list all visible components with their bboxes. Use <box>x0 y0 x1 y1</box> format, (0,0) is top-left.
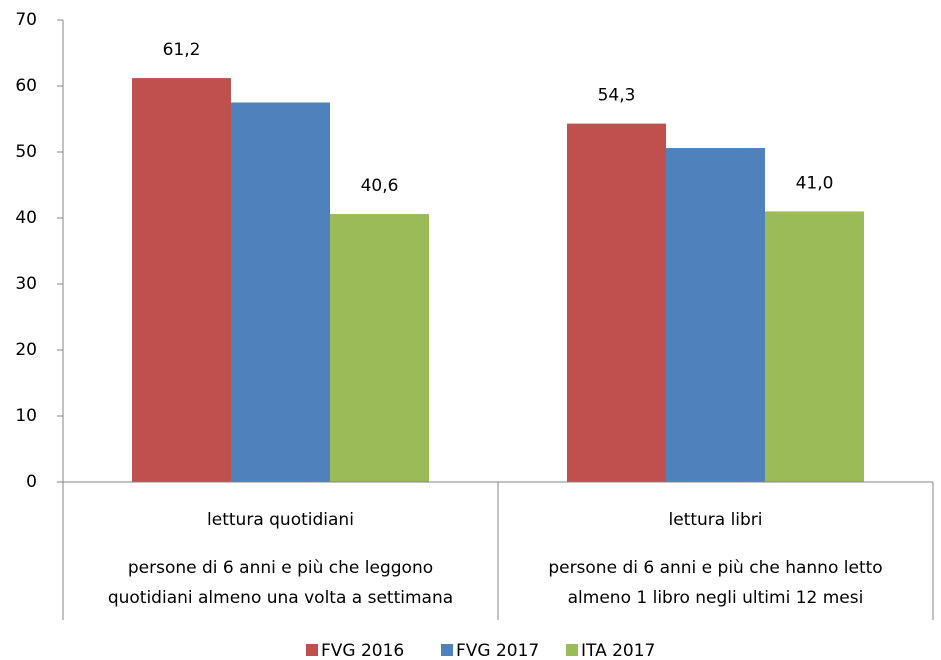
category-note: quotidiani almeno una volta a settimana <box>108 588 453 608</box>
value-label: 54,3 <box>598 86 636 106</box>
category-note: persone di 6 anni e più che leggono <box>128 558 433 578</box>
value-label: 61,2 <box>163 40 201 60</box>
bar <box>132 78 231 482</box>
legend-label: FVG 2016 <box>321 641 404 660</box>
y-tick-label: 20 <box>15 340 37 360</box>
legend-swatch <box>306 644 318 656</box>
bar <box>330 214 429 483</box>
y-tick-label: 10 <box>15 406 37 426</box>
legend-swatch <box>441 644 453 656</box>
y-tick-label: 50 <box>15 142 37 162</box>
x-tick-label: lettura libri <box>668 510 762 530</box>
y-tick-label: 60 <box>15 76 37 96</box>
bar <box>765 211 864 482</box>
x-tick-label: lettura quotidiani <box>207 510 354 530</box>
value-label: 41,0 <box>796 173 834 193</box>
bar <box>567 123 666 483</box>
legend-swatch <box>566 644 578 656</box>
category-note: almeno 1 libro negli ultimi 12 mesi <box>568 588 864 608</box>
y-tick-label: 0 <box>26 472 37 492</box>
y-tick-label: 40 <box>15 208 37 228</box>
bar <box>231 102 330 482</box>
category-note: persone di 6 anni e più che hanno letto <box>548 558 882 578</box>
y-tick-label: 70 <box>15 10 37 30</box>
value-label: 40,6 <box>361 176 399 196</box>
legend-label: FVG 2017 <box>456 641 539 660</box>
y-tick-label: 30 <box>15 274 37 294</box>
legend-label: ITA 2017 <box>581 641 655 660</box>
bar <box>666 148 765 483</box>
